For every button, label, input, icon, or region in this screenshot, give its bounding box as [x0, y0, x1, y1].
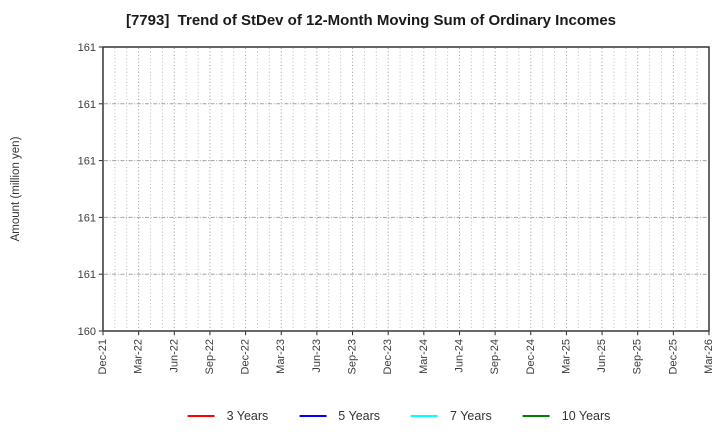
y-tick-label: 161: [78, 99, 96, 111]
y-gridlines: [104, 103, 708, 275]
y-tick-label: 161: [78, 156, 96, 168]
y-tick-label: 161: [78, 212, 96, 224]
x-tick-label: Sep-22: [204, 339, 216, 374]
legend-item: 7 Years: [411, 409, 492, 423]
legend-line-swatch: [411, 414, 439, 418]
x-tick-label: Sep-24: [489, 339, 501, 374]
legend-line-swatch: [299, 414, 327, 418]
x-tick-label: Mar-22: [133, 339, 145, 374]
x-tick-labels: Dec-21 Mar-22 Jun-22 Sep-22 Dec-22 Mar-23 Jun-…: [97, 339, 715, 374]
x-tick-label: Dec-23: [382, 339, 394, 374]
x-tick-label: Mar-25: [560, 339, 572, 374]
x-tick-label: Sep-23: [347, 339, 359, 374]
legend-item-label: 5 Years: [338, 409, 381, 423]
y-tick-label: 161: [78, 269, 96, 281]
x-tick-label: Jun-25: [596, 339, 608, 373]
legend-item-label: 7 Years: [450, 409, 492, 423]
x-tick-label: Dec-21: [97, 339, 109, 374]
x-tick-label: Mar-24: [418, 339, 430, 374]
legend-line-swatch: [522, 414, 550, 418]
x-tick-label: Jun-22: [168, 339, 180, 373]
x-tick-label: Sep-25: [632, 339, 644, 374]
x-tick-label: Jun-24: [453, 339, 465, 373]
legend-item-label: 3 Years: [226, 409, 269, 423]
legend-item: 5 Years: [299, 409, 380, 423]
legend-item: 10 Years: [522, 409, 611, 423]
x-gridlines: [114, 48, 698, 330]
y-tick-label: 161: [78, 42, 96, 54]
legend-item: 3 Years: [187, 409, 269, 423]
y-tick-marks: [98, 46, 103, 332]
x-tick-label: Dec-24: [525, 339, 537, 374]
x-tick-label: Jun-23: [311, 339, 323, 373]
x-tick-label: Mar-26: [703, 339, 715, 374]
legend: 3 Years 5 Years 7 Years 10 Years: [187, 408, 611, 424]
x-tick-label: Mar-23: [275, 339, 287, 374]
legend-line-swatch: [187, 414, 215, 418]
x-tick-label: Dec-25: [667, 339, 679, 374]
x-tick-marks: [102, 331, 710, 336]
chart-title: [7793] Trend of StDev of 12-Month Moving…: [125, 12, 617, 29]
legend-item-label: 10 Years: [561, 409, 611, 423]
plot-border: [102, 46, 710, 332]
y-tick-label: 160: [78, 326, 96, 338]
y-tick-labels: 161 161 161 161 161 160: [78, 42, 96, 338]
x-tick-label: Dec-22: [240, 339, 252, 374]
